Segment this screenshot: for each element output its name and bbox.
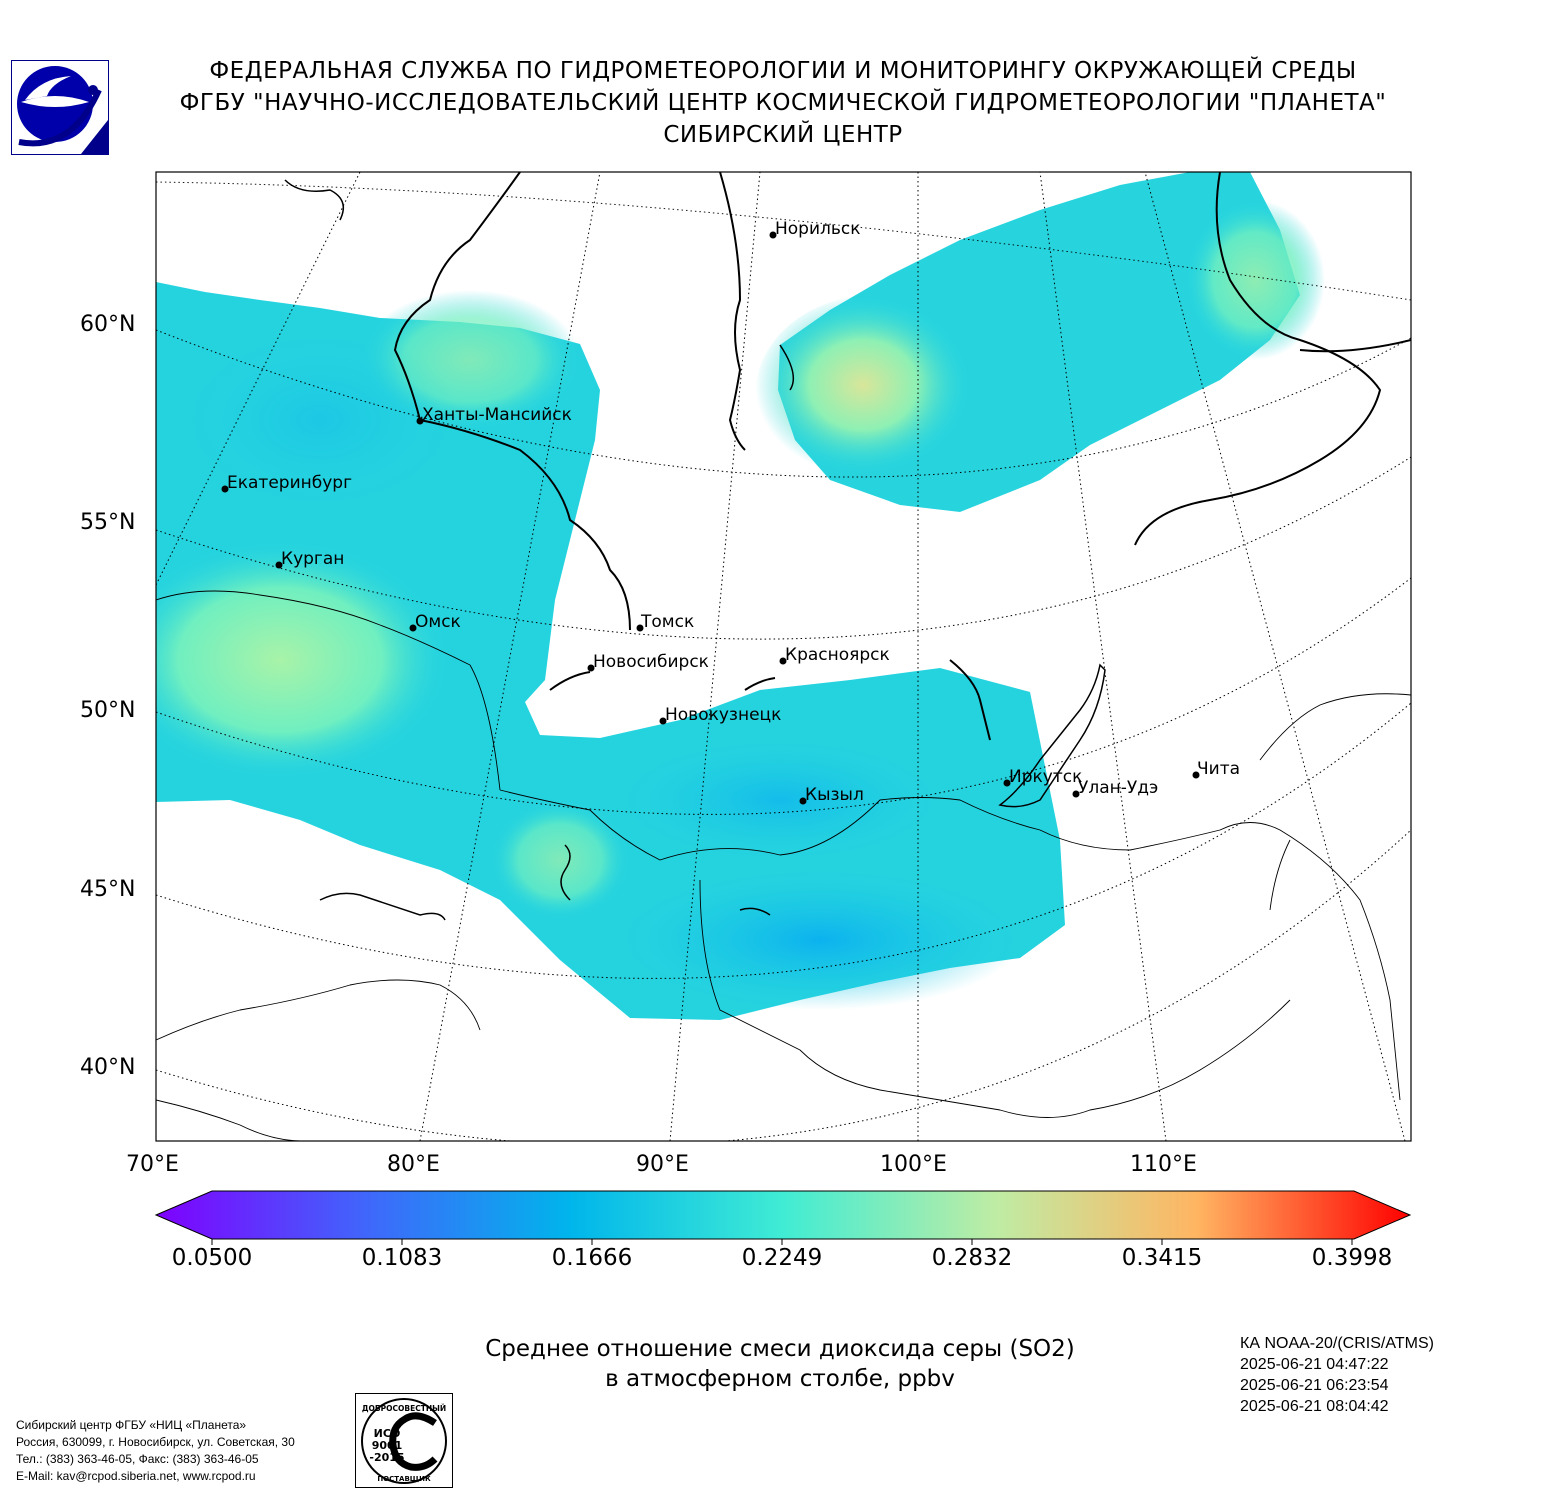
city-label: Норильск [775, 219, 861, 239]
colorbar-ticks [211, 1239, 1353, 1245]
colorbar-tick-label: 0.1666 [551, 1245, 633, 1271]
city-marker [416, 417, 424, 425]
satellite-name: КА NOAA-20/(CRIS/ATMS) [1240, 1335, 1434, 1352]
colorbar-tick-label: 0.3998 [1311, 1245, 1393, 1271]
city-label: Красноярск [785, 645, 890, 665]
city-marker [779, 657, 787, 665]
city-label: Новокузнецк [665, 705, 782, 725]
header-line-1: ФЕДЕРАЛЬНАЯ СЛУЖБА ПО ГИДРОМЕТЕОРОЛОГИИ … [209, 58, 1357, 84]
lon-label: 80°E [387, 1152, 440, 1177]
iso-mid-3: -2015 [369, 1451, 404, 1464]
city-label: Омск [415, 612, 461, 632]
iso-certificate-icon: ДОБРОСОВЕСТНЫЙ ИСО 9001 -2015 ПОСТАВЩИК [355, 1393, 453, 1488]
iso-bottom-text: ПОСТАВЩИК [377, 1475, 431, 1483]
colorbar-bar [154, 1190, 1412, 1240]
graticule [156, 172, 1411, 1141]
colorbar-tick-label: 0.0500 [171, 1245, 253, 1271]
address-line: Сибирский центр ФГБУ «НИЦ «Планета» [16, 1418, 247, 1432]
product-title-line-2: в атмосферном столбе, ppbv [605, 1366, 955, 1392]
iso-mid-2: 9001 [372, 1439, 403, 1452]
city-label: Улан-Удэ [1078, 778, 1159, 798]
so2-swaths [156, 172, 1325, 1020]
header-line-2: ФГБУ "НАУЧНО-ИССЛЕДОВАТЕЛЬСКИЙ ЦЕНТР КОС… [179, 90, 1387, 116]
city-marker [409, 624, 417, 632]
city-label: Ханты-Мансийск [422, 405, 572, 425]
city-marker [587, 664, 595, 672]
pass-time: 2025-06-21 06:23:54 [1240, 1377, 1389, 1394]
city-marker [1072, 790, 1080, 798]
iso-mid-1: ИСО [374, 1427, 401, 1440]
header-line-3: СИБИРСКИЙ ЦЕНТР [663, 122, 903, 148]
lon-label: 90°E [636, 1152, 689, 1177]
map-frame [155, 171, 1412, 1142]
city-label: Екатеринбург [227, 473, 353, 493]
city-marker [636, 624, 644, 632]
lat-label: 60°N [80, 312, 136, 337]
lat-label: 55°N [80, 510, 136, 535]
colorbar [154, 1190, 1412, 1245]
address-line: E-Mail: kav@rcpod.siberia.net, www.rcpod… [16, 1469, 256, 1483]
city-label: Чита [1197, 759, 1241, 779]
lat-label: 40°N [80, 1055, 136, 1080]
city-marker [659, 717, 667, 725]
lon-label: 100°E [880, 1152, 947, 1177]
city-marker [1192, 771, 1200, 779]
planeta-logo-icon [11, 60, 109, 155]
lon-label: 70°E [126, 1152, 179, 1177]
address-line: Россия, 630099, г. Новосибирск, ул. Сове… [16, 1435, 295, 1449]
colorbar-tick-label: 0.2249 [741, 1245, 823, 1271]
city-marker [1003, 779, 1011, 787]
colorbar-tick-label: 0.1083 [361, 1245, 443, 1271]
lat-label: 45°N [80, 877, 136, 902]
address-line: Тел.: (383) 363-46-05, Факс: (383) 363-4… [16, 1452, 259, 1466]
city-label: Новосибирск [593, 652, 709, 672]
iso-top-text: ДОБРОСОВЕСТНЫЙ [362, 1404, 446, 1413]
map-area [156, 172, 1411, 1141]
city-marker [769, 231, 777, 239]
colorbar-tick-label: 0.3415 [1121, 1245, 1203, 1271]
city-label: Томск [641, 612, 695, 632]
pass-time: 2025-06-21 04:47:22 [1240, 1356, 1389, 1373]
product-title-line-1: Среднее отношение смеси диоксида серы (S… [485, 1336, 1075, 1362]
lat-label: 50°N [80, 698, 136, 723]
city-marker [799, 797, 807, 805]
city-label: Иркутск [1009, 767, 1083, 787]
address-block: Сибирский центр ФГБУ «НИЦ «Планета» Росс… [16, 1417, 295, 1485]
borders [156, 590, 1411, 1141]
coast-lines [284, 179, 1106, 921]
city-markers [221, 231, 1200, 805]
city-marker [221, 485, 229, 493]
city-marker [275, 561, 283, 569]
colorbar-tick-label: 0.2832 [931, 1245, 1013, 1271]
city-label: Курган [281, 549, 345, 569]
city-label: Кызыл [805, 785, 864, 805]
pass-time: 2025-06-21 08:04:42 [1240, 1398, 1389, 1415]
lon-label: 110°E [1130, 1152, 1197, 1177]
